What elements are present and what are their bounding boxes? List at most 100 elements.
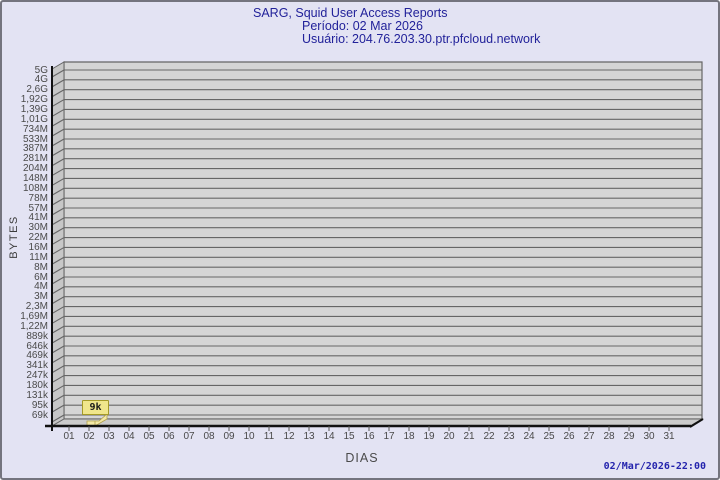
y-tick bbox=[51, 375, 65, 384]
y-tick bbox=[51, 355, 65, 364]
y-tick-label: 341k bbox=[26, 360, 48, 372]
y-tick-label: 1,39G bbox=[20, 103, 48, 115]
x-tick-label: 02 bbox=[83, 431, 95, 442]
x-tick-label: 31 bbox=[663, 431, 675, 442]
x-tick-label: 21 bbox=[463, 431, 475, 442]
y-tick bbox=[51, 108, 65, 117]
y-tick-label: 734M bbox=[22, 123, 48, 135]
chart-title: SARG, Squid User Access Reports bbox=[253, 6, 448, 20]
chart-subtitle-period: Período: 02 Mar 2026 bbox=[302, 19, 423, 33]
y-tick-label: 1,69M bbox=[20, 310, 48, 322]
y-tick-label: 95k bbox=[31, 399, 48, 411]
y-tick bbox=[51, 158, 65, 167]
y-tick-label: 16M bbox=[28, 241, 48, 253]
x-tick-label: 09 bbox=[223, 431, 235, 442]
y-tick-label: 3M bbox=[34, 291, 48, 303]
y-tick bbox=[51, 138, 65, 147]
x-tick-label: 13 bbox=[303, 431, 315, 442]
y-tick bbox=[51, 128, 65, 137]
x-tick-label: 11 bbox=[263, 431, 275, 442]
y-tick bbox=[51, 246, 65, 255]
y-tick bbox=[51, 197, 65, 206]
x-tick-label: 03 bbox=[103, 431, 115, 442]
y-tick bbox=[51, 325, 65, 334]
y-tick bbox=[51, 227, 65, 236]
y-tick-label: 108M bbox=[22, 182, 48, 194]
x-tick-label: 27 bbox=[583, 431, 595, 442]
y-tick-label: 6M bbox=[34, 271, 48, 283]
y-tick bbox=[51, 404, 65, 413]
y-tick-label: 533M bbox=[22, 133, 48, 145]
y-tick bbox=[51, 266, 65, 275]
y-tick-label: 1,92G bbox=[20, 94, 48, 106]
y-tick bbox=[51, 207, 65, 216]
y-tick bbox=[51, 365, 65, 374]
x-axis-title: DIAS bbox=[345, 451, 379, 465]
x-tick-label: 05 bbox=[143, 431, 155, 442]
y-tick bbox=[51, 99, 65, 108]
y-tick-label: 30M bbox=[28, 222, 48, 234]
x-tick-label: 17 bbox=[383, 431, 395, 442]
y-tick-label: 41M bbox=[28, 212, 48, 224]
y-tick-label: 131k bbox=[26, 389, 48, 401]
x-tick-label: 14 bbox=[323, 431, 335, 442]
x-tick-label: 30 bbox=[643, 431, 655, 442]
x-tick-label: 07 bbox=[183, 431, 195, 442]
y-tick-label: 4G bbox=[34, 74, 48, 86]
y-tick-label: 469k bbox=[26, 350, 48, 362]
y-tick bbox=[51, 79, 65, 88]
y-tick-label: 281M bbox=[22, 153, 48, 165]
x-tick-label: 26 bbox=[563, 431, 575, 442]
y-tick-label: 57M bbox=[28, 202, 48, 214]
chart-subtitle-user: Usuário: 204.76.203.30.ptr.pfcloud.netwo… bbox=[302, 32, 541, 46]
x-tick-label: 19 bbox=[423, 431, 435, 442]
x-tick-label: 23 bbox=[503, 431, 515, 442]
x-tick-label: 18 bbox=[403, 431, 415, 442]
x-tick-label: 04 bbox=[123, 431, 135, 442]
y-tick bbox=[51, 237, 65, 246]
y-tick bbox=[51, 394, 65, 403]
y-tick-label: 4M bbox=[34, 281, 48, 293]
y-tick-label: 78M bbox=[28, 192, 48, 204]
y-tick bbox=[51, 345, 65, 354]
y-axis-title: BYTES bbox=[8, 215, 20, 259]
y-tick bbox=[51, 89, 65, 98]
y-tick bbox=[51, 315, 65, 324]
y-tick bbox=[51, 256, 65, 265]
x-tick-label: 20 bbox=[443, 431, 455, 442]
y-tick bbox=[51, 296, 65, 305]
x-tick-label: 15 bbox=[343, 431, 355, 442]
x-tick-label: 12 bbox=[283, 431, 295, 442]
x-tick-label: 06 bbox=[163, 431, 175, 442]
y-tick bbox=[51, 217, 65, 226]
y-tick-label: 2,3M bbox=[25, 301, 48, 313]
x-tick-label: 25 bbox=[543, 431, 555, 442]
x-tick-label: 29 bbox=[623, 431, 635, 442]
y-tick bbox=[51, 276, 65, 285]
y-tick-label: 69k bbox=[31, 409, 48, 421]
x-tick-label: 10 bbox=[243, 431, 255, 442]
y-tick-label: 204M bbox=[22, 163, 48, 175]
x-tick-label: 08 bbox=[203, 431, 215, 442]
generated-timestamp: 02/Mar/2026-22:00 bbox=[603, 461, 706, 472]
y-tick bbox=[51, 177, 65, 186]
y-tick-label: 22M bbox=[28, 232, 48, 244]
bar-value-label: 9k bbox=[82, 400, 109, 415]
y-tick-label: 8M bbox=[34, 261, 48, 273]
y-tick bbox=[51, 148, 65, 157]
y-tick-label: 2,6G bbox=[26, 84, 48, 96]
y-tick bbox=[51, 286, 65, 295]
y-tick bbox=[51, 384, 65, 393]
y-tick bbox=[51, 306, 65, 315]
y-tick bbox=[51, 69, 65, 78]
x-tick-label: 24 bbox=[523, 431, 535, 442]
y-tick bbox=[51, 187, 65, 196]
y-tick bbox=[51, 335, 65, 344]
x-tick-label: 16 bbox=[363, 431, 375, 442]
y-tick bbox=[51, 168, 65, 177]
y-tick bbox=[51, 414, 65, 423]
x-tick-label: 28 bbox=[603, 431, 615, 442]
y-tick-label: 148M bbox=[22, 172, 48, 184]
y-tick-label: 1,22M bbox=[20, 320, 48, 332]
